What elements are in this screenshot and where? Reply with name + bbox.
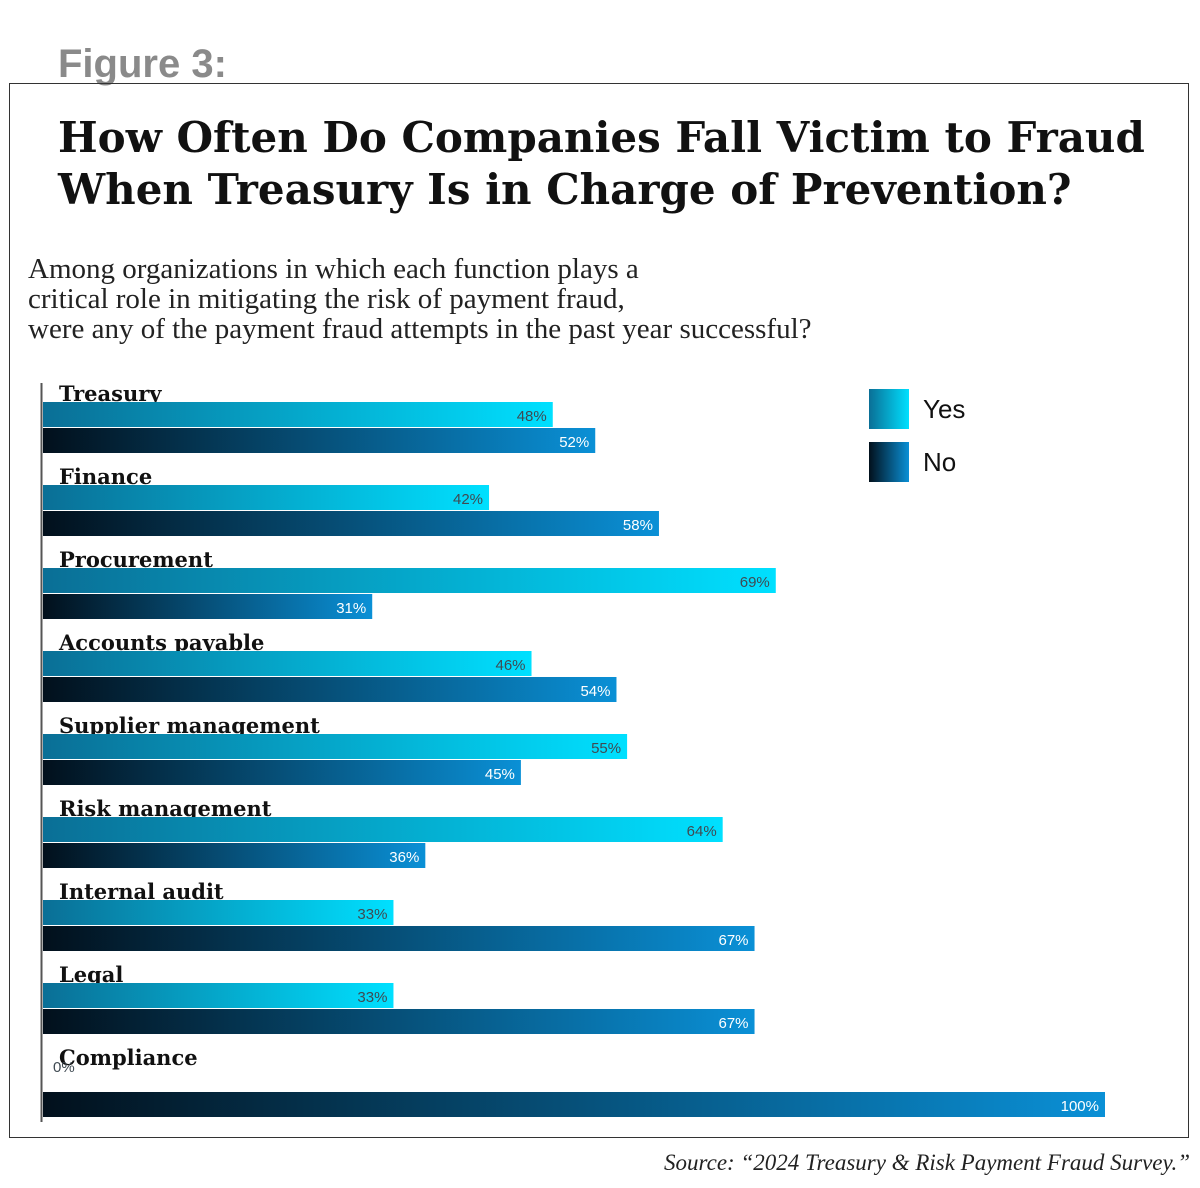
bar-no — [43, 926, 755, 951]
category-label: Legal — [59, 962, 123, 987]
bar-yes — [43, 651, 532, 676]
bar-no — [43, 428, 596, 453]
bar-yes — [43, 734, 628, 759]
category-label: Procurement — [59, 547, 213, 572]
data-label: 100% — [1061, 1098, 1099, 1115]
category-label: Treasury — [59, 381, 162, 406]
chart-title-line: When Treasury Is in Charge of Prevention… — [58, 165, 1072, 214]
bar-yes — [43, 900, 394, 925]
data-label: 36% — [389, 849, 419, 866]
bar-no — [43, 677, 617, 702]
category-label: Internal audit — [59, 879, 224, 904]
legend-swatch-yes — [869, 389, 909, 429]
data-label: 48% — [517, 408, 547, 425]
chart-subtitle-line: critical role in mitigating the risk of … — [28, 283, 625, 315]
data-label: 33% — [357, 906, 387, 923]
chart-bars: Treasury 48% 52% Finance 42% 58% Procurement 69… — [40, 381, 1105, 1122]
chart-subtitle-line: were any of the payment fraud attempts i… — [28, 313, 812, 345]
bar-yes — [43, 485, 490, 510]
category-label: Finance — [59, 464, 152, 489]
bar-yes — [43, 983, 394, 1008]
bar-yes — [43, 402, 553, 427]
data-label: 42% — [453, 491, 483, 508]
data-label: 67% — [719, 1015, 749, 1032]
bar-yes — [43, 817, 723, 842]
legend-label-no: No — [923, 447, 956, 477]
data-label: 33% — [357, 989, 387, 1006]
data-label: 52% — [559, 434, 589, 451]
category-label: Supplier management — [59, 713, 320, 738]
chart-title: How Often Do Companies Fall Victim to Fr… — [58, 112, 1145, 216]
data-label: 55% — [591, 740, 621, 757]
data-label: 54% — [580, 683, 610, 700]
bar-no — [43, 760, 521, 785]
bar-no — [43, 1092, 1105, 1117]
figure-label: Figure 3: — [58, 42, 227, 86]
data-label: 69% — [740, 574, 770, 591]
figure-frame — [9, 83, 1189, 1138]
category-label: Accounts payable — [58, 630, 264, 655]
data-label: 58% — [623, 517, 653, 534]
data-label: 64% — [687, 823, 717, 840]
data-label: 45% — [485, 766, 515, 783]
category-label: Risk management — [59, 796, 272, 821]
legend-swatch-no — [869, 442, 909, 482]
category-label: Compliance — [59, 1045, 198, 1070]
chart-subtitle-line: Among organizations in which each functi… — [28, 253, 639, 285]
chart-title-line: How Often Do Companies Fall Victim to Fr… — [58, 113, 1145, 162]
data-label: 67% — [719, 932, 749, 949]
bar-no — [43, 1009, 755, 1034]
data-label: 46% — [495, 657, 525, 674]
data-label: 31% — [336, 600, 366, 617]
chart-legend: Yes No — [869, 389, 965, 482]
chart-subtitle: Among organizations in which each functi… — [28, 254, 812, 344]
bar-yes — [43, 568, 776, 593]
bar-no — [43, 511, 659, 536]
legend-label-yes: Yes — [923, 394, 965, 424]
bar-no — [43, 843, 426, 868]
data-label: 0% — [53, 1059, 75, 1076]
bar-no — [43, 594, 373, 619]
source-note: Source: “2024 Treasury & Risk Payment Fr… — [664, 1150, 1190, 1175]
